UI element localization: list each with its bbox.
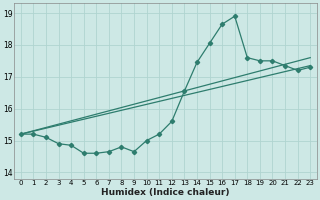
X-axis label: Humidex (Indice chaleur): Humidex (Indice chaleur) <box>101 188 230 197</box>
